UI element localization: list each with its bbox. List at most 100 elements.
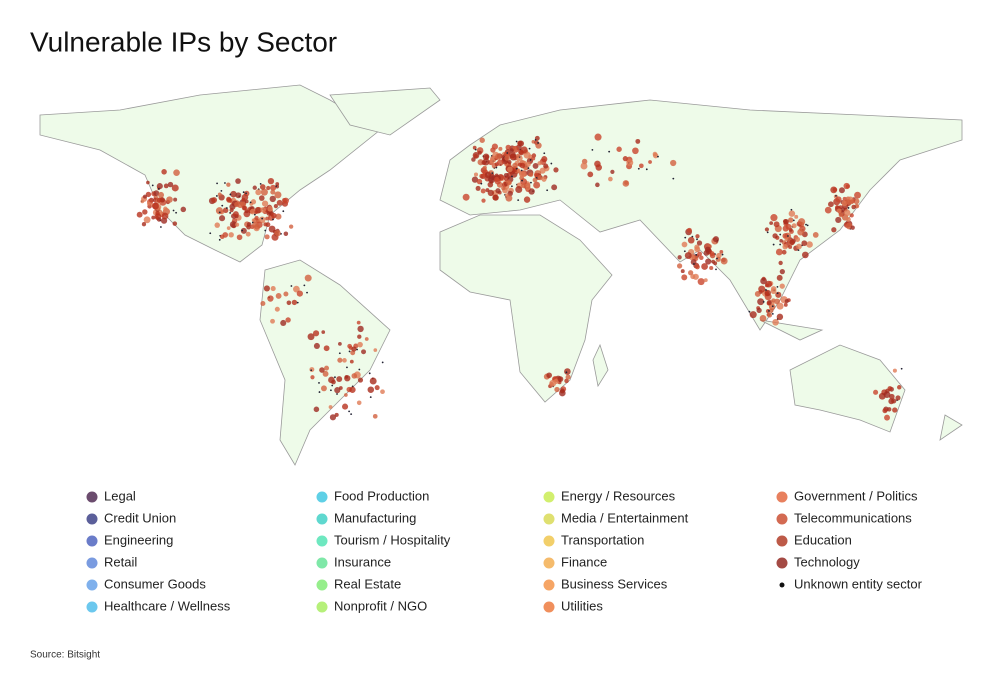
ip-dot <box>373 348 378 352</box>
north-america <box>39 84 381 263</box>
ip-dot <box>312 330 320 337</box>
ip-dot <box>293 285 300 293</box>
ip-dot <box>828 201 834 208</box>
ip-dot <box>553 167 559 173</box>
ip-dot <box>835 196 842 203</box>
ip-dot <box>521 183 527 189</box>
unknown-dot <box>766 231 769 234</box>
unknown-dot <box>480 182 483 185</box>
ip-dot <box>338 341 342 346</box>
ip-dot <box>507 166 513 173</box>
ip-dot <box>695 234 700 239</box>
unknown-dot <box>748 310 751 313</box>
ip-dot <box>889 393 895 400</box>
ip-dot <box>255 189 262 196</box>
unknown-dot <box>272 218 274 221</box>
unknown-dot <box>241 229 244 232</box>
ip-dot <box>549 379 557 387</box>
legend-swatch <box>776 491 788 503</box>
ip-dot <box>291 299 298 306</box>
unknown-dot <box>261 217 264 220</box>
unknown-dot <box>779 243 782 246</box>
ip-dot <box>779 238 783 243</box>
unknown-dot <box>521 179 523 182</box>
unknown-dot <box>175 211 178 214</box>
legend-swatch <box>86 491 98 503</box>
ip-dot <box>245 231 251 237</box>
unknown-dot <box>528 147 531 150</box>
ip-dot <box>288 224 294 229</box>
ip-dot <box>321 330 326 334</box>
ip-dot <box>635 138 641 144</box>
ip-dot <box>485 188 490 193</box>
unknown-dot <box>693 263 695 265</box>
legend-label: Healthcare / Wellness <box>104 598 231 613</box>
ip-dot <box>241 197 246 202</box>
ip-dot <box>648 160 652 164</box>
ip-dot <box>156 183 163 190</box>
ip-dot <box>367 386 375 393</box>
ip-dot <box>895 395 901 401</box>
legend-label: Unknown entity sector <box>794 576 923 591</box>
ip-dot <box>519 171 526 178</box>
eurasia <box>439 99 963 331</box>
ip-dot <box>843 209 851 217</box>
ip-dot <box>357 334 362 339</box>
ip-dot <box>694 244 700 250</box>
ip-dot <box>480 188 486 194</box>
legend-label: Education <box>794 532 852 547</box>
ip-dot <box>473 172 479 177</box>
unknown-dot <box>348 350 351 353</box>
ip-dot <box>235 192 242 199</box>
ip-dot <box>784 237 789 242</box>
ip-dot <box>769 221 774 225</box>
ip-dot <box>222 232 229 238</box>
unknown-dot <box>511 185 513 188</box>
ip-dot <box>263 222 268 227</box>
ip-dot <box>701 263 708 270</box>
ip-dot <box>270 189 276 195</box>
ip-dot <box>172 221 178 226</box>
ip-dot <box>776 313 784 321</box>
ip-dot <box>322 370 329 377</box>
unknown-dot <box>565 371 568 374</box>
ip-dot <box>508 151 516 159</box>
source: Source: Bitsight <box>30 650 100 661</box>
unknown-dot <box>264 229 267 232</box>
ip-dot <box>286 300 292 306</box>
ip-dot <box>484 171 492 179</box>
ip-dot <box>757 298 765 306</box>
ip-dot <box>496 159 504 166</box>
ip-dot <box>267 206 273 212</box>
legend-swatch <box>543 579 555 591</box>
ip-dot <box>259 184 266 190</box>
unknown-dot <box>225 207 228 209</box>
ip-dot <box>328 405 333 409</box>
unknown-dot <box>334 376 336 379</box>
ip-dot <box>274 306 280 312</box>
ip-dot <box>720 257 728 265</box>
unknown-dot <box>172 209 175 212</box>
ip-dot <box>471 176 479 183</box>
unknown-dot <box>847 207 850 209</box>
ip-dot <box>771 298 776 303</box>
ip-dot <box>251 218 256 223</box>
ip-dot <box>775 248 783 256</box>
unknown-dot <box>715 268 717 271</box>
ip-dot <box>274 230 281 237</box>
unknown-dot <box>684 236 687 239</box>
ip-dot <box>533 181 541 189</box>
ip-dot <box>703 278 708 283</box>
ip-dot <box>270 286 276 292</box>
ip-dot <box>801 251 809 259</box>
ip-dot <box>142 194 147 199</box>
ip-dot <box>145 191 152 198</box>
ip-dot <box>271 212 277 219</box>
unknown-dot <box>771 312 774 315</box>
ip-dot <box>695 264 700 270</box>
ip-dot <box>152 202 159 210</box>
ip-dot <box>782 233 789 239</box>
ip-dot <box>155 211 160 216</box>
unknown-dot <box>637 167 640 170</box>
unknown-dot <box>768 310 770 312</box>
